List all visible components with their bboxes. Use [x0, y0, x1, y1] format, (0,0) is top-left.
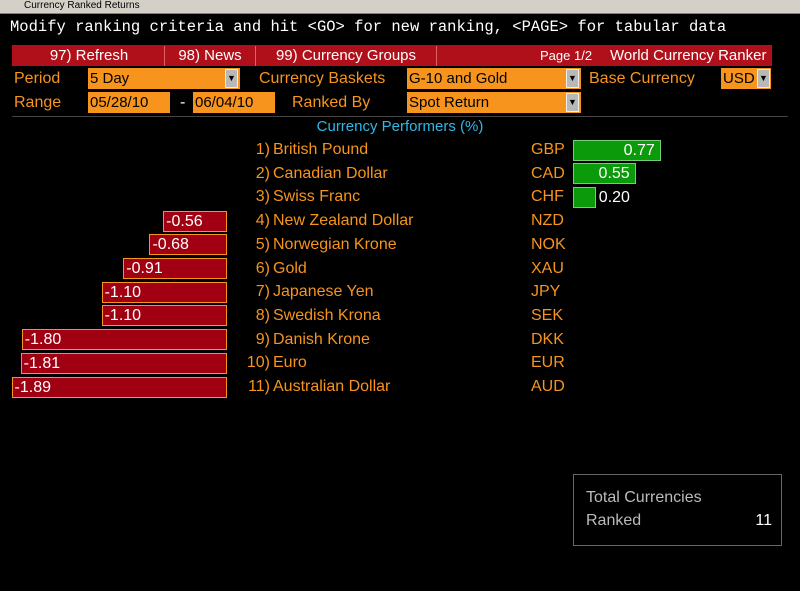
currency-name: Japanese Yen	[273, 283, 374, 301]
currency-name: Canadian Dollar	[273, 164, 388, 182]
dropdown[interactable]: 5 Day	[88, 68, 240, 89]
field-label: Base Currency	[589, 70, 695, 87]
bar	[11, 376, 227, 398]
currency-code: NZD	[531, 212, 564, 230]
title-bar: Currency Ranked Returns	[0, 0, 800, 14]
currency-name: Swiss Franc	[273, 188, 361, 206]
rank: 2)	[255, 164, 270, 182]
field-label: Ranked By	[292, 94, 371, 111]
rank: 9)	[255, 330, 270, 348]
divider	[12, 116, 788, 117]
dropdown[interactable]: G-10 and Gold	[407, 68, 581, 89]
currency-code: XAU	[531, 259, 564, 277]
value-label: -1.80	[24, 331, 62, 349]
page-indicator: Page 1/2	[540, 48, 593, 63]
currency-code: EUR	[531, 354, 565, 372]
bar	[573, 139, 661, 161]
bar	[149, 234, 227, 256]
value-label: -1.81	[23, 354, 61, 372]
rank: 8)	[255, 306, 270, 324]
field-label: Currency Baskets	[259, 70, 386, 87]
date-field[interactable]: 06/04/10	[193, 92, 275, 113]
rank: 10)	[246, 354, 270, 372]
currency-name: British Pound	[273, 141, 369, 158]
currency-code: CAD	[531, 164, 565, 182]
value-label: -1.10	[104, 283, 142, 301]
value-label: -0.68	[152, 236, 189, 254]
currency-code: SEK	[531, 306, 564, 324]
command-line: Modify ranking criteria and hit <GO> for…	[10, 18, 727, 36]
summary-count: 11	[755, 512, 772, 529]
menu-item[interactable]: 98) News	[165, 46, 256, 66]
value-label: 0.55	[598, 165, 630, 183]
rank: 7)	[255, 283, 270, 301]
rank: 11)	[248, 378, 270, 395]
currency-name: Danish Krone	[273, 330, 370, 348]
summary-box	[573, 474, 782, 546]
dropdown[interactable]: Spot Return	[407, 92, 581, 113]
menu-item[interactable]: 99) Currency Groups	[256, 46, 437, 66]
menu-item[interactable]: 97) Refresh	[14, 46, 165, 66]
date-field[interactable]: 05/28/10	[88, 92, 170, 113]
currency-name: Euro	[273, 354, 307, 372]
summary-label: Ranked	[586, 512, 642, 529]
range-separator: -	[180, 94, 186, 111]
bar	[101, 305, 227, 327]
currency-code: NOK	[531, 235, 566, 253]
currency-name: Australian Dollar	[273, 378, 391, 395]
currency-name: Swedish Krona	[273, 306, 381, 324]
menu-bar	[12, 45, 772, 66]
value-label: -0.56	[166, 212, 203, 230]
bar	[573, 186, 596, 208]
bar	[123, 258, 227, 279]
rank: 3)	[255, 188, 270, 206]
currency-code: CHF	[531, 188, 564, 206]
dropdown-arrow[interactable]: ▼	[566, 93, 579, 112]
currency-code: GBP	[531, 141, 565, 158]
ranking-title: Currency Performers (%)	[316, 118, 484, 135]
rank: 5)	[255, 235, 270, 253]
value-label: -1.89	[14, 378, 51, 396]
rank: 4)	[255, 212, 270, 230]
rank: 6)	[255, 259, 270, 277]
field-label: Range	[14, 94, 62, 111]
summary-label: Total Currencies	[586, 489, 702, 506]
field-label: Period	[14, 70, 61, 87]
bar	[573, 163, 636, 185]
rank: 1)	[255, 141, 270, 158]
screen-title: World Currency Ranker	[610, 47, 767, 64]
value-label: -1.10	[104, 307, 142, 325]
currency-code: AUD	[531, 378, 565, 395]
currency-code: JPY	[531, 283, 561, 301]
currency-name: New Zealand Dollar	[273, 212, 414, 230]
bar	[20, 352, 227, 374]
bar	[163, 210, 227, 232]
window-title: Currency Ranked Returns	[24, 0, 140, 11]
value-label: 0.20	[598, 188, 630, 206]
value-label: 0.77	[623, 141, 655, 159]
dropdown-arrow[interactable]: ▼	[757, 69, 770, 88]
currency-name: Gold	[273, 259, 307, 277]
bar	[21, 329, 227, 351]
currency-code: DKK	[531, 330, 564, 348]
bar	[101, 281, 227, 303]
currency-name: Norwegian Krone	[273, 235, 397, 253]
value-label: -0.91	[126, 260, 163, 277]
dropdown-arrow[interactable]: ▼	[225, 69, 238, 88]
dropdown-arrow[interactable]: ▼	[566, 69, 579, 88]
